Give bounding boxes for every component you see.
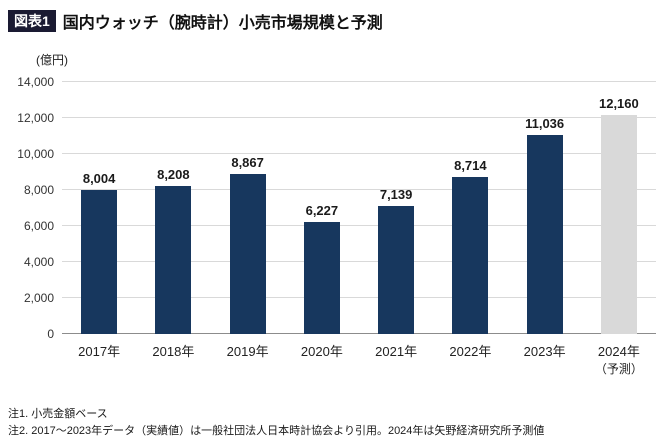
bar	[155, 186, 192, 334]
y-tick-label: 14,000	[17, 75, 54, 89]
bar	[229, 174, 266, 334]
x-tick-label: 2021年	[375, 344, 418, 359]
x-tick-label: 2018年	[152, 344, 195, 359]
bar-value-label: 8,004	[82, 170, 116, 186]
figure-badge: 図表1	[8, 9, 56, 33]
bar-value-label: 8,714	[454, 158, 487, 174]
page-title: 国内ウォッチ（腕時計）小売市場規模と予測	[62, 15, 383, 32]
gridline	[62, 225, 656, 226]
footnote-2: 注2. 2017～2023年データ（実績値）は一般社団法人日本時計協会より引用。…	[8, 424, 545, 437]
bar-value-label: 12,160	[598, 96, 639, 112]
x-tick: 2022年	[433, 343, 507, 377]
gridline	[62, 81, 656, 82]
bar-value-label: 7,139	[379, 186, 413, 202]
chart-body: 0 2,000 4,000 6,000 8,000 10,000 12,000 14,000 …	[10, 75, 656, 341]
footnotes: 注1. 小売金額ベース 注2. 2017～2023年データ（実績値）は一般社団法…	[8, 406, 662, 439]
x-tick-label: 2020年	[300, 344, 343, 359]
x-tick-label: 2024年	[597, 344, 640, 359]
bar-column: 11,036	[508, 82, 582, 334]
y-tick-label: 10,000	[17, 147, 54, 161]
bar	[303, 221, 340, 334]
bar-column: 8,867	[211, 82, 285, 334]
bar-column: 8,208	[136, 82, 210, 334]
gridline	[62, 189, 656, 190]
x-tick: 2019年	[211, 343, 285, 377]
bar	[526, 135, 563, 334]
x-tick: 2017年	[62, 343, 136, 377]
y-axis-unit-label: (億円)	[36, 53, 68, 67]
bar-column: 7,139	[359, 82, 433, 334]
y-tick-label: 0	[47, 327, 54, 341]
bar	[81, 189, 118, 334]
bar-value-label: 8,208	[157, 167, 190, 183]
bar-chart: 0 2,000 4,000 6,000 8,000 10,000 12,000 14,000 …	[10, 75, 656, 377]
x-tick-label: 2017年	[78, 344, 121, 359]
bar-value-label: 6,227	[305, 202, 339, 218]
x-tick: 2023年	[508, 343, 582, 377]
gridline	[62, 117, 656, 118]
gridline	[62, 297, 656, 298]
y-tick-label: 2,000	[23, 291, 54, 305]
bar-forecast	[600, 115, 637, 334]
bar-column: 8,004	[62, 82, 136, 334]
bar-value-label: 11,036	[525, 116, 565, 132]
x-axis-line	[62, 333, 656, 334]
x-tick: 2024年 （予測）	[582, 343, 656, 377]
x-tick-label: 2023年	[523, 344, 566, 359]
bar-column: 8,714	[433, 82, 507, 334]
bar-column: 12,160	[582, 82, 656, 334]
y-axis: 0 2,000 4,000 6,000 8,000 10,000 12,000 14,000	[10, 75, 62, 341]
x-tick-label: 2022年	[449, 344, 492, 359]
bar	[452, 177, 489, 334]
bar-column: 6,227	[285, 82, 359, 334]
x-tick-sublabel: （予測）	[594, 361, 643, 376]
bar	[378, 205, 415, 334]
x-tick: 2021年	[359, 343, 433, 377]
gridline	[62, 153, 656, 154]
y-tick-label: 6,000	[23, 219, 54, 233]
y-tick-label: 4,000	[23, 255, 54, 269]
footnote-1: 注1. 小売金額ベース	[8, 408, 108, 420]
x-tick-label: 2019年	[226, 344, 269, 359]
x-axis: 2017年 2018年 2019年 2020年 2021年 2022年 2023年 2024年…	[62, 343, 656, 377]
bar-value-label: 8,867	[231, 155, 264, 171]
gridline	[62, 261, 656, 262]
bars-layer: 8,004 8,208 8,867 6,227 7,139 8,714 11,036 12,1…	[62, 82, 656, 334]
chart-header: 図表1 国内ウォッチ（腕時計）小売市場規模と予測	[0, 0, 670, 33]
y-tick-label: 8,000	[23, 183, 54, 197]
x-tick: 2018年	[136, 343, 210, 377]
x-tick: 2020年	[285, 343, 359, 377]
plot-area: 8,004 8,208 8,867 6,227 7,139 8,714 11,036 12,1…	[62, 81, 656, 334]
y-tick-label: 12,000	[17, 111, 54, 125]
